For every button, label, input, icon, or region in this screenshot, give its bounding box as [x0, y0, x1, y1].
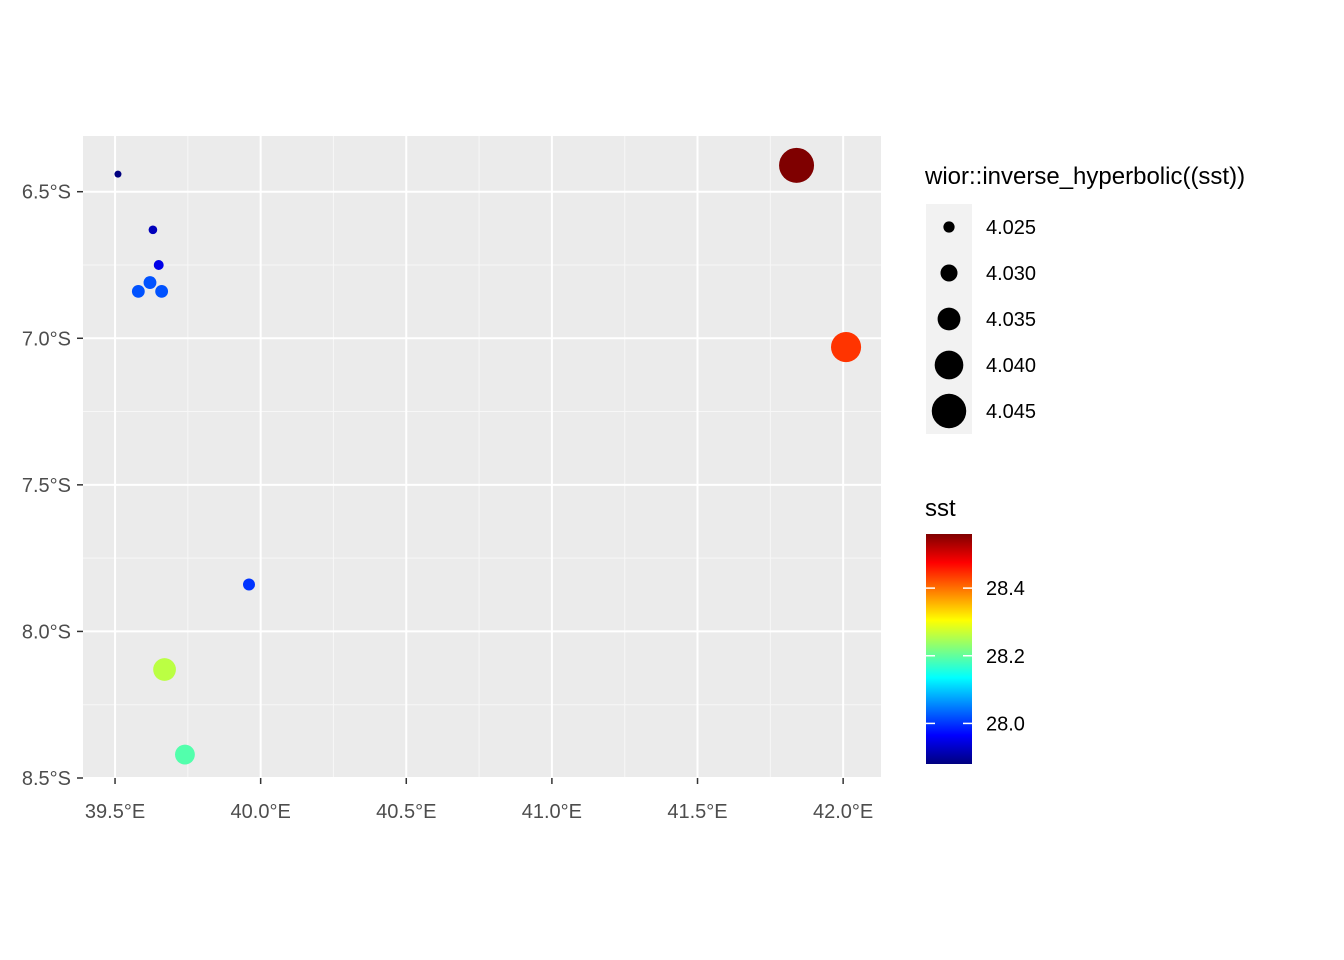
y-tick-label: 6.5°S [22, 182, 71, 204]
plot-panel [83, 136, 881, 778]
color-legend-label: 28.0 [986, 713, 1025, 735]
color-legend-title: sst [925, 495, 956, 522]
data-point [153, 260, 164, 270]
data-point [148, 225, 158, 235]
size-legend-key [934, 350, 964, 380]
data-point [131, 284, 145, 298]
size-legend-label: 4.035 [986, 309, 1036, 331]
data-point [114, 170, 122, 178]
size-legend-title: wior::inverse_hyperbolic((sst)) [924, 163, 1245, 190]
color-legend: sst 28.0 28.2 28.4 [925, 495, 1025, 764]
color-legend-label: 28.2 [986, 646, 1025, 668]
data-point [153, 658, 176, 681]
data-point [175, 744, 195, 765]
data-point [155, 284, 169, 298]
grid-lines [83, 136, 881, 779]
data-points [114, 147, 862, 765]
x-tick-label: 42.0°E [813, 801, 873, 823]
size-legend: wior::inverse_hyperbolic((sst)) 4.0254.0… [924, 163, 1245, 434]
data-point [243, 578, 256, 591]
x-tick-label: 41.0°E [522, 801, 582, 823]
x-tick-label: 39.5°E [85, 801, 145, 823]
size-legend-key [931, 393, 967, 429]
size-legend-label: 4.030 [986, 263, 1036, 285]
x-axis: 39.5°E 40.0°E 40.5°E 41.0°E 41.5°E 42.0°E [85, 778, 873, 823]
size-legend-key [943, 221, 955, 233]
x-tick-label: 40.5°E [376, 801, 436, 823]
size-legend-label: 4.040 [986, 355, 1036, 377]
y-tick-label: 8.5°S [22, 768, 71, 790]
color-bar [926, 534, 972, 764]
size-legend-key [937, 307, 961, 331]
size-legend-key [940, 264, 958, 282]
y-tick-label: 8.0°S [22, 621, 71, 643]
size-legend-label: 4.045 [986, 401, 1036, 423]
data-point [779, 147, 815, 183]
y-tick-label: 7.5°S [22, 475, 71, 497]
data-point [831, 332, 862, 363]
y-axis: 6.5°S 7.0°S 7.5°S 8.0°S 8.5°S [22, 182, 83, 790]
x-tick-label: 41.5°E [667, 801, 727, 823]
size-legend-label: 4.025 [986, 217, 1036, 239]
x-tick-label: 40.0°E [231, 801, 291, 823]
data-point [143, 276, 157, 289]
color-legend-label: 28.4 [986, 578, 1025, 600]
y-tick-label: 7.0°S [22, 328, 71, 350]
